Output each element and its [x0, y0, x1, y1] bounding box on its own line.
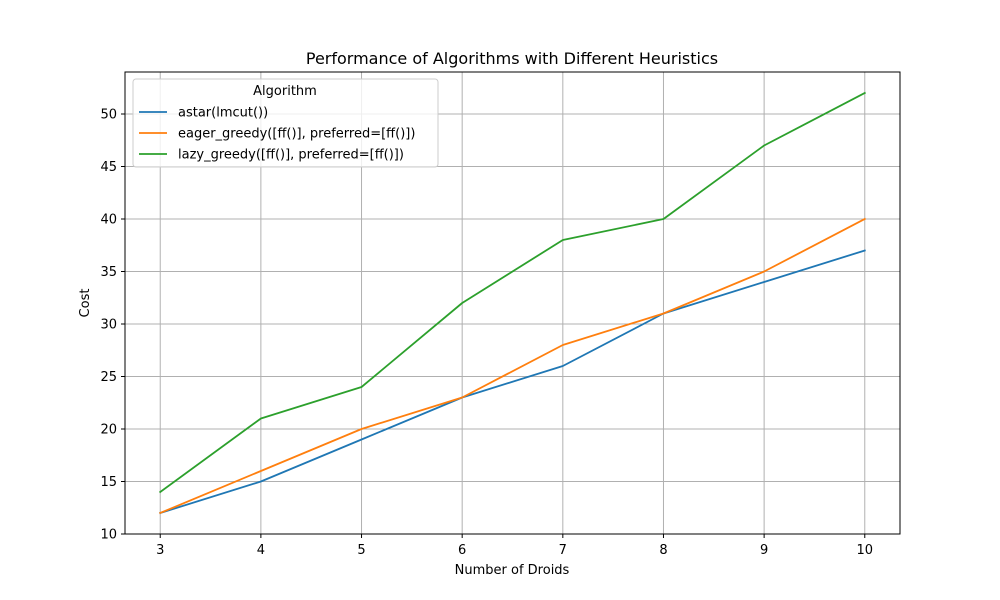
x-tick-label: 5: [357, 543, 365, 558]
series-line-0: [160, 251, 865, 514]
x-tick-label: 4: [257, 543, 265, 558]
legend-label-2: lazy_greedy([ff()], preferred=[ff()]): [178, 148, 404, 163]
x-tick-label: 9: [760, 543, 768, 558]
legend-title: Algorithm: [253, 84, 317, 99]
legend-label-1: eager_greedy([ff()], preferred=[ff()]): [178, 127, 415, 142]
y-tick-label: 20: [100, 423, 117, 438]
y-tick-label: 10: [100, 528, 117, 543]
legend: Algorithm astar(lmcut()) eager_greedy([ff(…: [133, 79, 438, 167]
x-tick-label: 7: [559, 543, 567, 558]
y-tick-label: 30: [100, 318, 117, 333]
chart-title: Performance of Algorithms with Different…: [306, 49, 718, 68]
legend-label-0: astar(lmcut()): [178, 106, 268, 121]
y-tick-label: 35: [100, 265, 117, 280]
x-tick-label: 8: [659, 543, 667, 558]
x-tick-label: 10: [856, 543, 873, 558]
x-tick-label: 3: [156, 543, 164, 558]
y-tick-label: 25: [100, 370, 117, 385]
y-tick-label: 50: [100, 108, 117, 123]
y-axis-label: Cost: [78, 289, 93, 318]
y-tick-label: 40: [100, 213, 117, 228]
y-tick-label: 15: [100, 475, 117, 490]
x-tick-label: 6: [458, 543, 466, 558]
x-axis-label: Number of Droids: [455, 563, 570, 578]
y-tick-label: 45: [100, 160, 117, 175]
series-line-1: [160, 219, 865, 513]
